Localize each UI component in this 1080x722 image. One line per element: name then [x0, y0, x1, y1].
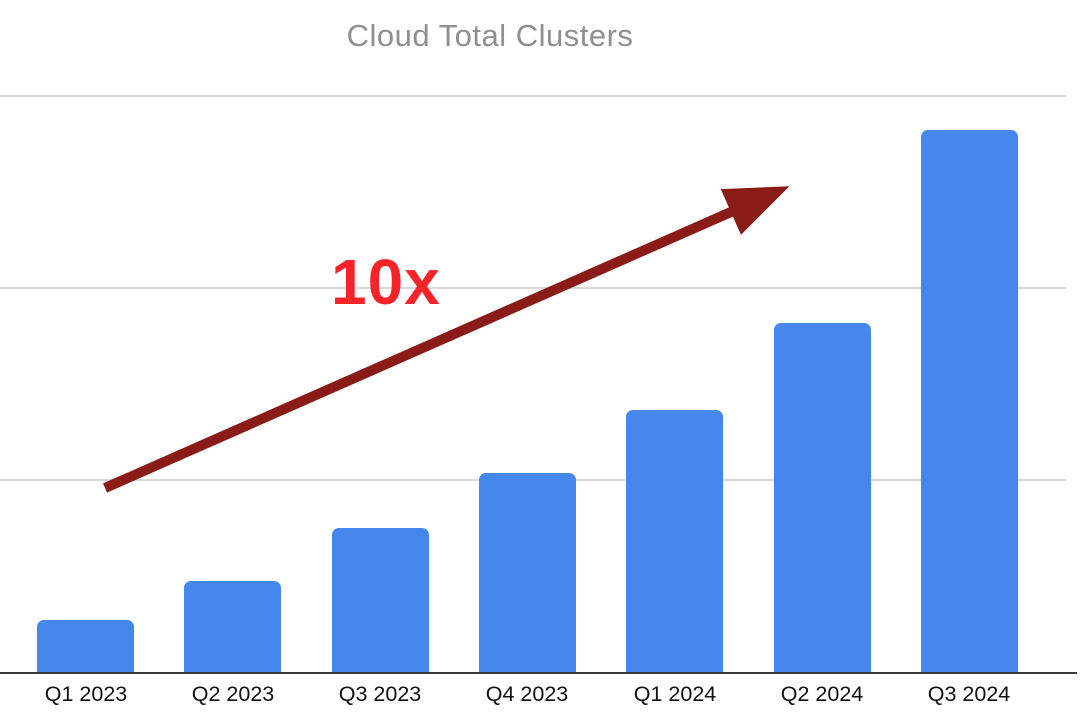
x-axis: Q1 2023 Q2 2023 Q3 2023 Q4 2023 Q1 2024 Q2 20… — [0, 682, 1080, 714]
growth-annotation-label: 10x — [331, 246, 441, 318]
bar-q2-2024 — [774, 323, 871, 672]
x-tick-label-q2-2023: Q2 2023 — [191, 682, 275, 706]
gridline — [0, 95, 1066, 97]
bar-q3-2024 — [921, 130, 1018, 672]
x-tick-label-q1-2023: Q1 2023 — [44, 682, 128, 706]
x-tick-label-q4-2023: Q4 2023 — [485, 682, 569, 706]
bar-q1-2024 — [626, 410, 723, 672]
bar-q3-2023 — [332, 528, 429, 672]
chart-title: Cloud Total Clusters — [346, 18, 634, 53]
x-tick-label-q2-2024: Q2 2024 — [780, 682, 864, 706]
x-tick-label-q3-2024: Q3 2024 — [927, 682, 1011, 706]
x-axis-line — [0, 672, 1077, 674]
bar-q1-2023 — [37, 620, 134, 672]
bar-q2-2023 — [184, 581, 281, 672]
x-tick-label-q1-2024: Q1 2024 — [633, 682, 717, 706]
bar-q4-2023 — [479, 473, 576, 672]
plot-area — [0, 95, 1077, 674]
x-tick-label-q3-2023: Q3 2023 — [338, 682, 422, 706]
gridline — [0, 287, 1066, 289]
